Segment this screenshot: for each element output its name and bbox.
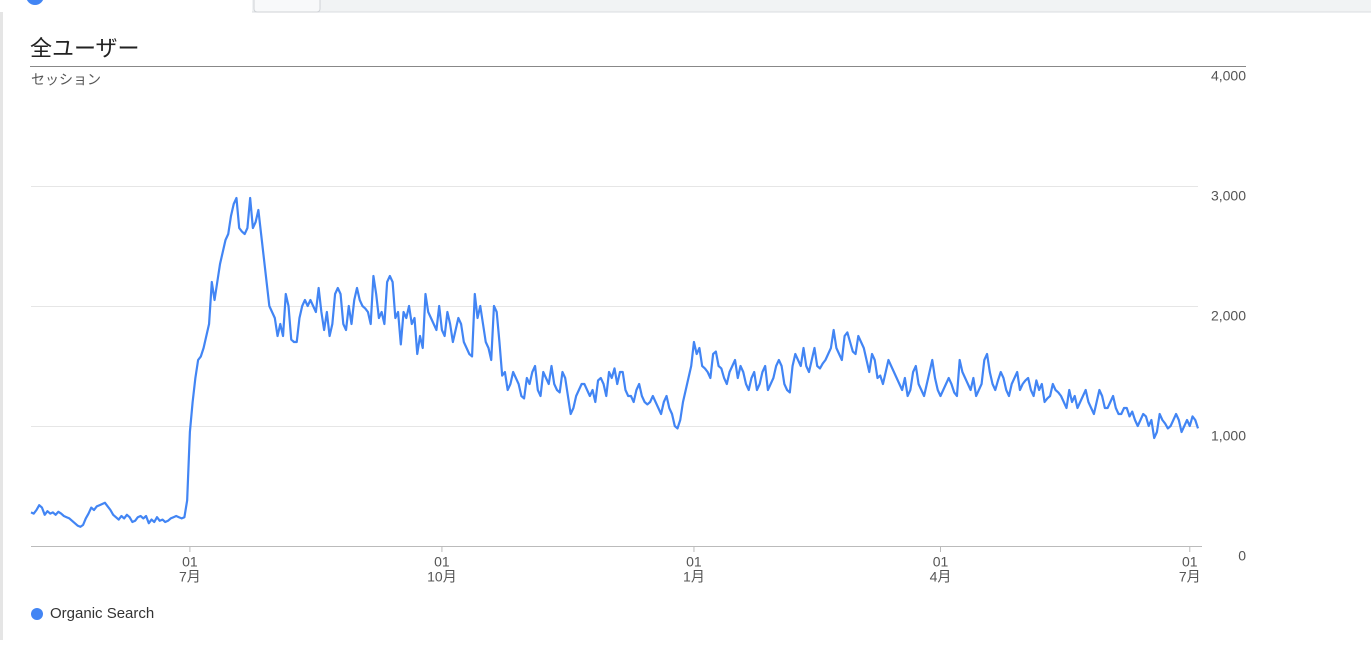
tab-icon (26, 0, 44, 5)
y-tick-label: 3,000 (1211, 188, 1246, 204)
x-tick-month: 1月 (683, 569, 705, 585)
x-tick-month: 4月 (930, 569, 952, 585)
legend-marker (31, 608, 43, 620)
y-axis-label: セッション (31, 72, 101, 88)
x-tick-day: 01 (1182, 554, 1198, 570)
x-tick-day: 01 (933, 554, 949, 570)
y-tick-label: 1,000 (1211, 428, 1246, 444)
tab-bar (0, 0, 1371, 12)
x-tick-month: 10月 (427, 569, 457, 585)
x-tick-month: 7月 (1179, 569, 1201, 585)
y-tick-label: 4,000 (1211, 68, 1246, 84)
y-tick-label: 0 (1238, 548, 1246, 564)
x-tick-day: 01 (434, 554, 450, 570)
x-tick-day: 01 (182, 554, 198, 570)
chart-title: 全ユーザー (30, 36, 140, 61)
active-tab[interactable] (0, 0, 252, 13)
x-tick-month: 7月 (179, 569, 201, 585)
legend-label: Organic Search (50, 605, 154, 622)
y-tick-label: 2,000 (1211, 308, 1246, 324)
tab[interactable] (253, 0, 321, 13)
series-line (30, 196, 1200, 528)
x-tick-day: 01 (686, 554, 702, 570)
